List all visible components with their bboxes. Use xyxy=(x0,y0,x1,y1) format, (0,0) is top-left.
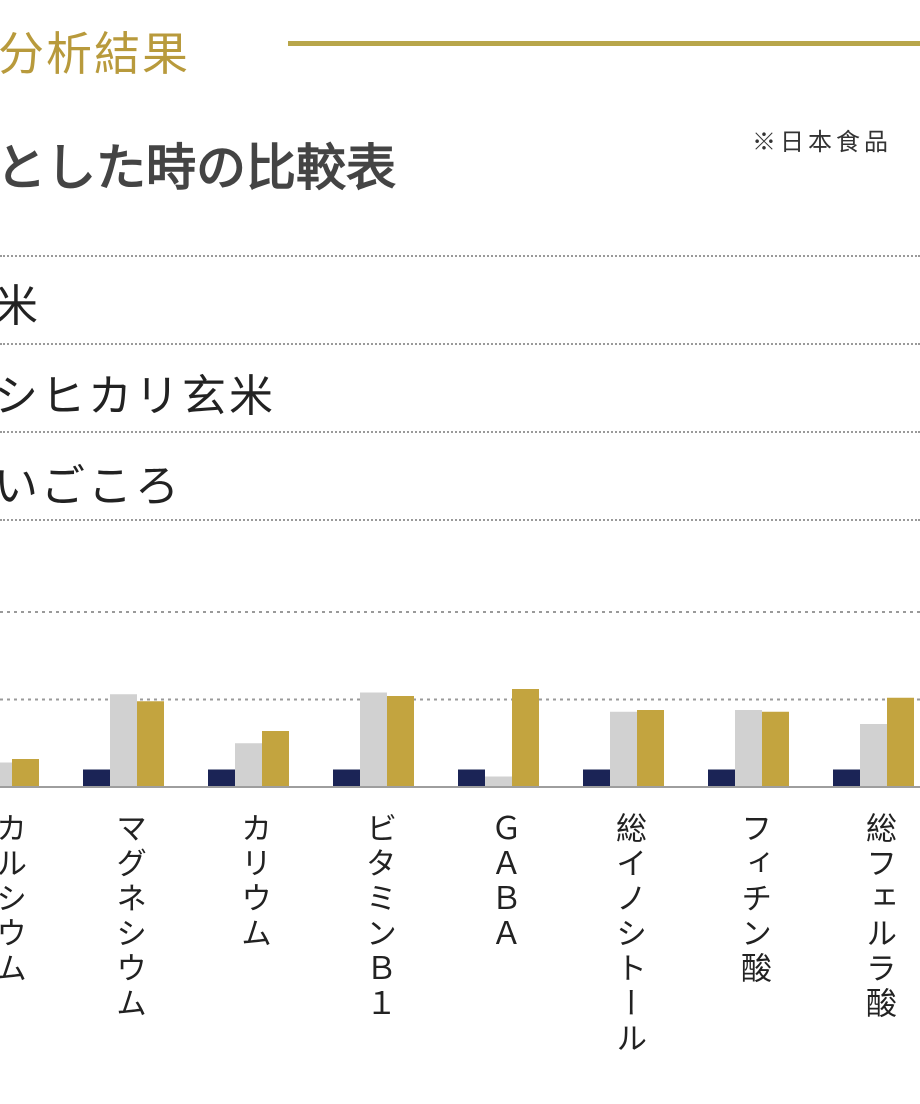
bar-2-5 xyxy=(485,776,512,787)
divider-line xyxy=(0,519,920,521)
bar-2-7 xyxy=(735,710,762,787)
bar-3-3 xyxy=(262,731,289,787)
legend-label-series-1: 米 xyxy=(0,281,41,332)
chart-subtitle: とした時の比較表 xyxy=(0,139,396,197)
bar-2-8 xyxy=(860,724,887,787)
category-label: カリウム xyxy=(235,812,271,952)
divider-line xyxy=(0,431,920,433)
bar-2-1 xyxy=(0,762,12,787)
divider-line xyxy=(0,343,920,345)
category-label: カルシウム xyxy=(0,812,26,987)
bar-1-6 xyxy=(583,769,610,787)
bar-2-3 xyxy=(235,743,262,787)
bar-3-5 xyxy=(512,689,539,787)
bar-3-2 xyxy=(137,701,164,787)
bar-3-1 xyxy=(12,759,39,787)
bar-2-4 xyxy=(360,692,387,787)
bar-1-8 xyxy=(833,769,860,787)
bar-2-2 xyxy=(110,694,137,787)
bar-1-3 xyxy=(208,769,235,787)
category-label: フィチン酸 xyxy=(735,812,771,987)
bar-3-4 xyxy=(387,696,414,787)
source-note: ※日本食品 xyxy=(752,128,892,156)
category-label: 総イノシトール xyxy=(610,812,646,1057)
category-label: ビタミンＢ１ xyxy=(360,812,396,1022)
section-title: 分析結果 xyxy=(0,27,190,81)
category-label: ＧＡＢＡ xyxy=(485,812,521,952)
chart-bars xyxy=(0,689,914,787)
bar-3-8 xyxy=(887,697,914,787)
chart-gridlines xyxy=(0,611,920,701)
bar-1-2 xyxy=(83,769,110,787)
legend-label-series-2: シヒカリ玄米 xyxy=(0,371,276,422)
bar-1-5 xyxy=(458,769,485,787)
divider-line xyxy=(0,255,920,257)
bar-1-4 xyxy=(333,769,360,787)
title-rule xyxy=(288,41,920,46)
bar-1-7 xyxy=(708,769,735,787)
category-label: 総フェルラ酸 xyxy=(860,812,896,1022)
bar-3-6 xyxy=(637,710,664,787)
category-label: マグネシウム xyxy=(110,812,146,1022)
bar-3-7 xyxy=(762,711,789,787)
bar-2-6 xyxy=(610,711,637,787)
legend-label-series-3: いごころ xyxy=(0,461,182,512)
